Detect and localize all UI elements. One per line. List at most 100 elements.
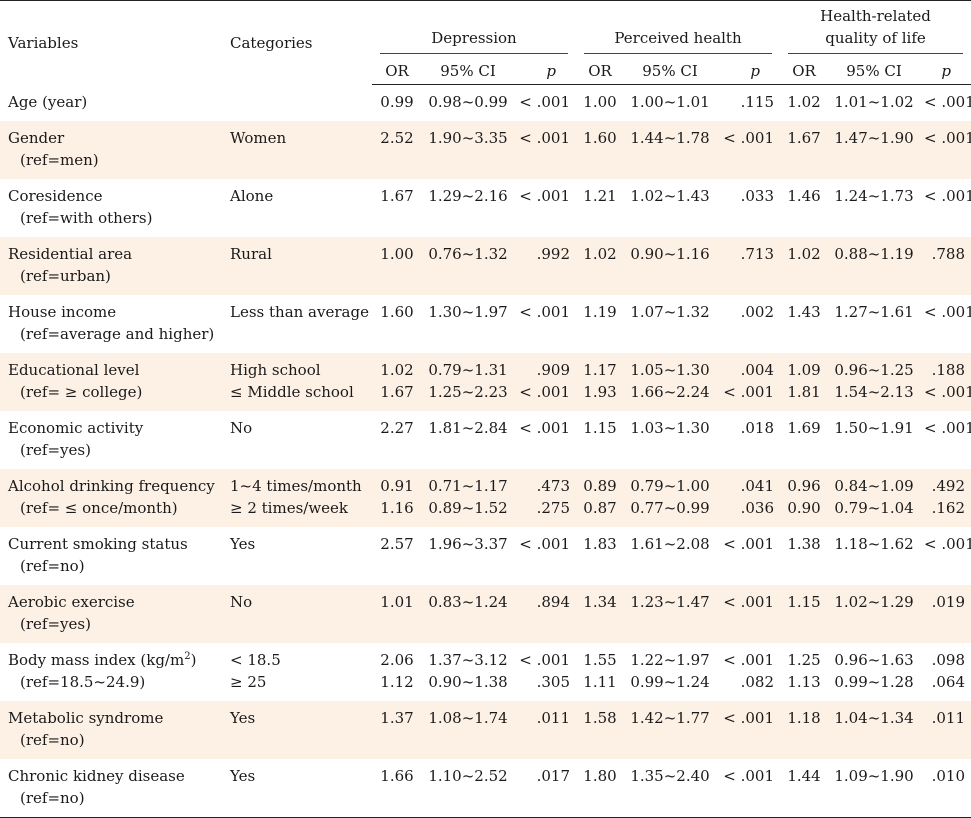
sub-header-p: p <box>716 58 781 85</box>
variable-cell: Body mass index (kg/m2) (ref=18.5~24.9) <box>0 643 222 701</box>
category-cell: Less than average <box>222 295 372 353</box>
dep-p-cell: < .001 <box>514 121 576 179</box>
hq-or-cell: 1.18 <box>780 701 829 759</box>
header-variables: Variables <box>8 33 79 52</box>
hq-p-cell: < .001 <box>920 179 971 237</box>
table-row: Economic activity (ref=yes) No 2.27 1.81~2.8… <box>0 411 971 469</box>
ph-or-cell: 1.34 <box>576 585 624 643</box>
category-cell: 1~4 times/month ≥ 2 times/week <box>222 469 372 527</box>
ph-ci-cell: 1.23~1.47 <box>624 585 716 643</box>
ph-p-cell: < .001 <box>716 701 781 759</box>
header-hrqol: Health-related quality of life <box>780 1 971 59</box>
hq-or-cell: 1.25 1.13 <box>780 643 829 701</box>
dep-p-cell: .473.275 <box>514 469 576 527</box>
ph-ci-cell: 1.42~1.77 <box>624 701 716 759</box>
variable-name: Educational level <box>8 361 140 379</box>
ph-or-cell: 1.55 1.11 <box>576 643 624 701</box>
hq-or-cell: 1.69 <box>780 411 829 469</box>
hq-p-cell: .492.162 <box>920 469 971 527</box>
ph-ci-cell: 1.05~1.30 1.66~2.24 <box>624 353 716 411</box>
table-body: Age (year) 0.99 0.98~0.99 < .001 1.00 1.00~1.… <box>0 84 971 818</box>
ph-p-cell: .115 <box>716 84 781 121</box>
table-row: Age (year) 0.99 0.98~0.99 < .001 1.00 1.00~1.… <box>0 84 971 121</box>
dep-p-cell: .894 <box>514 585 576 643</box>
hq-ci-cell: 1.18~1.62 <box>828 527 921 585</box>
dep-ci-cell: 1.81~2.84 <box>422 411 514 469</box>
hq-ci-cell: 1.01~1.02 <box>828 84 921 121</box>
header-categories: Categories <box>230 33 313 52</box>
category-cell: Yes <box>222 701 372 759</box>
hq-ci-cell: 1.02~1.29 <box>828 585 921 643</box>
variable-name: Aerobic exercise <box>8 593 135 611</box>
hq-ci-cell: 1.27~1.61 <box>828 295 921 353</box>
dep-p-cell: < .001 <box>514 411 576 469</box>
hq-p-cell: .019 <box>920 585 971 643</box>
sub-header-or: OR <box>372 58 422 85</box>
ph-or-cell: 1.02 <box>576 237 624 295</box>
ph-p-cell: .018 <box>716 411 781 469</box>
table-row: Current smoking status (ref=no) Yes 2.57 1.9… <box>0 527 971 585</box>
dep-p-cell: < .001 <box>514 179 576 237</box>
dep-or-cell: 1.67 <box>372 179 422 237</box>
variable-reference: (ref= ≤ once/month) <box>20 499 178 517</box>
variable-name: Alcohol drinking frequency <box>8 477 215 495</box>
hq-or-cell: 1.43 <box>780 295 829 353</box>
variable-reference: (ref=no) <box>20 731 85 749</box>
variable-name: Residential area <box>8 245 133 263</box>
ph-or-cell: 1.80 <box>576 759 624 818</box>
hq-p-cell: .010 <box>920 759 971 818</box>
table-row: Coresidence (ref=with others) Alone 1.67 1.2… <box>0 179 971 237</box>
ph-ci-cell: 1.03~1.30 <box>624 411 716 469</box>
dep-or-cell: 1.37 <box>372 701 422 759</box>
hq-ci-cell: 1.09~1.90 <box>828 759 921 818</box>
table-row: Gender (ref=men) Women 2.52 1.90~3.35 < .001 1… <box>0 121 971 179</box>
hq-ci-cell: 0.84~1.09 0.79~1.04 <box>828 469 921 527</box>
variable-reference: (ref=no) <box>20 557 85 575</box>
hq-ci-cell: 1.04~1.34 <box>828 701 921 759</box>
ph-p-cell: .041.036 <box>716 469 781 527</box>
variable-name: Metabolic syndrome <box>8 709 164 727</box>
variable-cell: Chronic kidney disease (ref=no) <box>0 759 222 818</box>
sub-header-ci: 95% CI <box>624 58 716 85</box>
category-cell: Alone <box>222 179 372 237</box>
ph-p-cell: < .001.082 <box>716 643 781 701</box>
dep-ci-cell: 1.29~2.16 <box>422 179 514 237</box>
dep-or-cell: 0.91 1.16 <box>372 469 422 527</box>
ph-or-cell: 1.15 <box>576 411 624 469</box>
sub-header-or: OR <box>576 58 624 85</box>
ph-ci-cell: 1.61~2.08 <box>624 527 716 585</box>
dep-or-cell: 2.52 <box>372 121 422 179</box>
table-row: House income (ref=average and higher) Less… <box>0 295 971 353</box>
hq-or-cell: 1.46 <box>780 179 829 237</box>
variable-reference: (ref=average and higher) <box>20 325 215 343</box>
hq-ci-cell: 0.96~1.25 1.54~2.13 <box>828 353 921 411</box>
dep-or-cell: 2.57 <box>372 527 422 585</box>
dep-p-cell: .017 <box>514 759 576 818</box>
ph-p-cell: .002 <box>716 295 781 353</box>
dep-p-cell: .011 <box>514 701 576 759</box>
dep-p-cell: < .001 <box>514 527 576 585</box>
variable-cell: Residential area (ref=urban) <box>0 237 222 295</box>
table-row: Metabolic syndrome (ref=no) Yes 1.37 1.08~1.… <box>0 701 971 759</box>
variable-name: House income <box>8 303 117 321</box>
variable-cell: Alcohol drinking frequency (ref= ≤ once/m… <box>0 469 222 527</box>
hq-or-cell: 1.44 <box>780 759 829 818</box>
variable-cell: Coresidence (ref=with others) <box>0 179 222 237</box>
dep-ci-cell: 1.30~1.97 <box>422 295 514 353</box>
ph-or-cell: 1.58 <box>576 701 624 759</box>
ph-or-cell: 1.21 <box>576 179 624 237</box>
dep-ci-cell: 0.83~1.24 <box>422 585 514 643</box>
category-cell: High school ≤ Middle school <box>222 353 372 411</box>
hq-ci-cell: 0.96~1.63 0.99~1.28 <box>828 643 921 701</box>
category-cell: Women <box>222 121 372 179</box>
category-cell: No <box>222 585 372 643</box>
ph-ci-cell: 1.07~1.32 <box>624 295 716 353</box>
hq-or-cell: 0.96 0.90 <box>780 469 829 527</box>
ph-ci-cell: 1.22~1.97 0.99~1.24 <box>624 643 716 701</box>
variable-name: Body mass index (kg/m2) <box>8 651 197 669</box>
dep-p-cell: .992 <box>514 237 576 295</box>
hq-or-cell: 1.02 <box>780 237 829 295</box>
variable-cell: Educational level (ref= ≥ college) <box>0 353 222 411</box>
variable-name: Current smoking status <box>8 535 188 553</box>
